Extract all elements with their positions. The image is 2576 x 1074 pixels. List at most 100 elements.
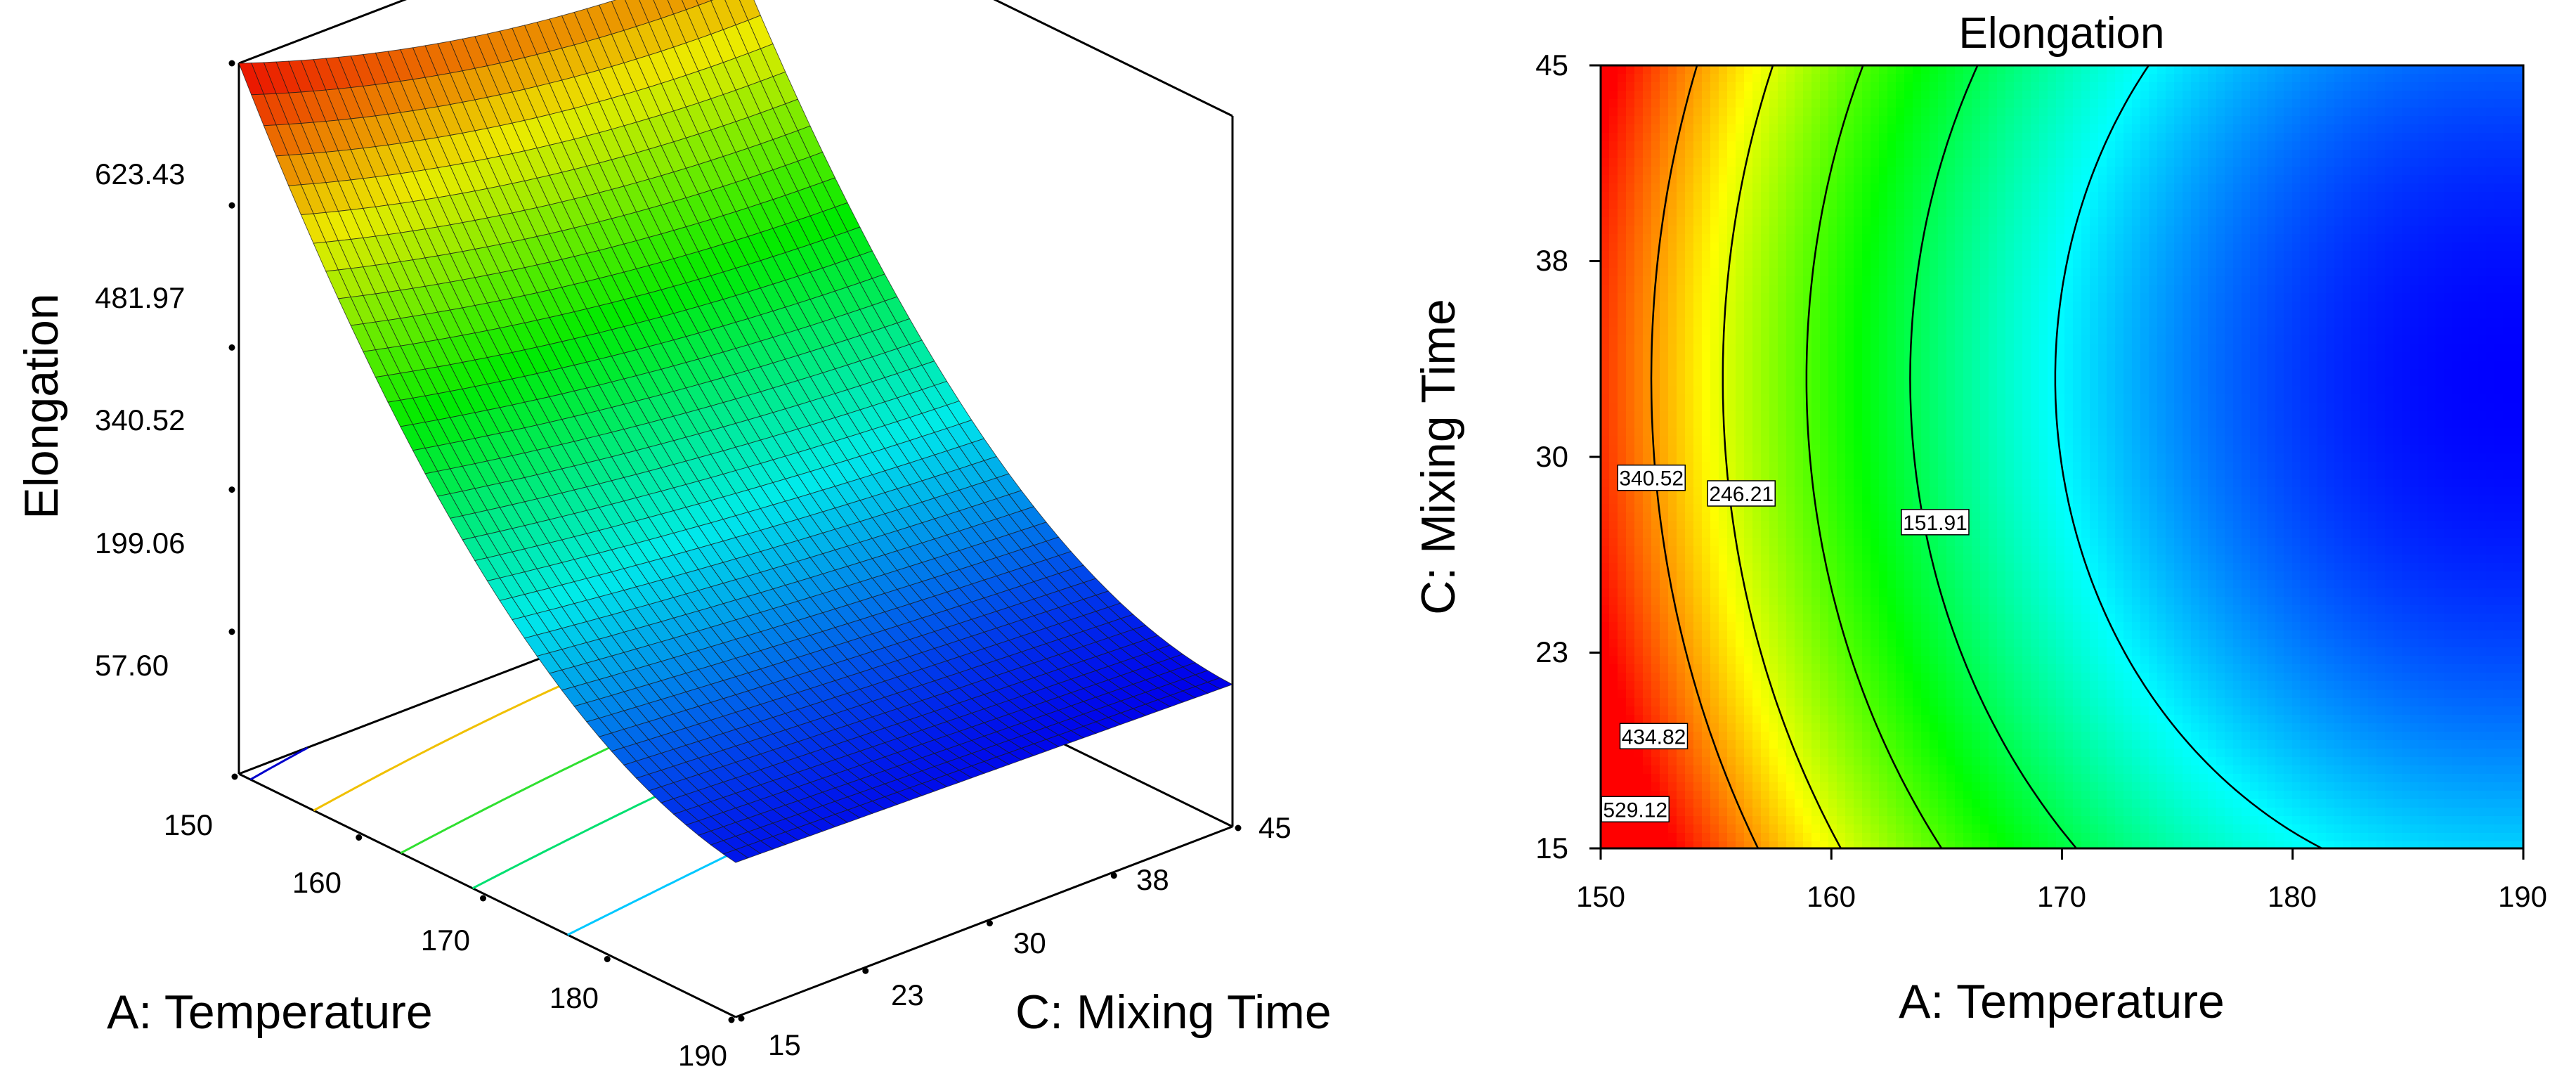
heat-cell [1837, 403, 1846, 412]
heat-cell [1727, 361, 1736, 370]
heat-cell [1761, 799, 1770, 808]
heat-cell [1685, 234, 1694, 243]
heat-cell [1854, 563, 1863, 572]
heat-cell [1752, 453, 1762, 462]
heat-cell [1845, 141, 1854, 150]
heat-cell [1601, 276, 1610, 285]
heat-cell [1769, 521, 1778, 530]
heat-cell [1820, 824, 1829, 834]
heat-cell [1871, 251, 1880, 260]
heat-cell [1601, 639, 1610, 648]
heat-cell [1702, 251, 1711, 260]
heat-cell [1626, 504, 1635, 513]
heat-cell [1769, 765, 1778, 775]
heat-cell [1828, 285, 1837, 294]
heat-cell [1685, 420, 1694, 429]
heat-cell [1803, 512, 1812, 522]
heat-cell [1845, 82, 1854, 91]
heat-cell [1685, 150, 1694, 159]
heat-cell [1879, 816, 1888, 825]
heat-cell [1685, 65, 1694, 75]
heat-cell [1828, 99, 1837, 108]
heat-cell [1845, 808, 1854, 817]
heat-cell [1702, 108, 1711, 117]
heat-cell [1845, 352, 1854, 361]
heat-cell [1609, 580, 1618, 589]
heat-cell [1710, 445, 1719, 454]
heat-cell [1820, 774, 1829, 783]
heat-cell [1710, 167, 1719, 176]
heat-cell [1811, 74, 1821, 83]
heat-cell [1719, 622, 1728, 631]
heat-cell [1786, 749, 1795, 758]
heat-cell [1736, 824, 1745, 834]
heat-cell [1609, 99, 1618, 108]
heat-cell [1778, 799, 1787, 808]
heat-cell [1693, 99, 1703, 108]
heat-cell [1854, 302, 1863, 311]
heat-cell [1744, 664, 1753, 673]
heat-cell [1685, 630, 1694, 640]
heat-cell [1618, 841, 1627, 848]
heat-cell [1626, 276, 1635, 285]
heat-cell [1710, 597, 1719, 606]
heat-cell [1744, 647, 1753, 656]
heat-cell [1896, 124, 1905, 134]
heat-cell [1651, 293, 1660, 302]
heat-cell [1677, 369, 1686, 378]
heat-cell [1828, 124, 1837, 134]
heat-cell [1887, 740, 1897, 749]
heat-cell [1786, 824, 1795, 834]
heat-cell [1677, 394, 1686, 403]
heat-cell [1887, 192, 1897, 201]
heat-cell [1719, 639, 1728, 648]
heat-cell [1634, 377, 1644, 387]
heat-cell [1887, 116, 1897, 125]
heat-cell [1752, 403, 1762, 412]
heat-cell [1685, 226, 1694, 235]
heat-cell [1710, 352, 1719, 361]
heat-cell [1862, 833, 1871, 842]
heat-cell [1795, 268, 1804, 277]
heat-cell [1727, 209, 1736, 218]
heat-cell [1778, 276, 1787, 285]
heat-cell [1651, 403, 1660, 412]
heat-cell [1668, 369, 1677, 378]
heat-cell [1862, 673, 1871, 682]
heat-cell [1896, 251, 1905, 260]
heat-cell [1761, 782, 1770, 791]
heat-cell [1702, 226, 1711, 235]
heat-cell [1862, 116, 1871, 125]
heat-cell [1651, 217, 1660, 226]
heat-cell [1820, 681, 1829, 690]
heat-cell [1803, 808, 1812, 817]
heat-cell [1626, 65, 1635, 75]
heat-cell [1879, 445, 1888, 454]
heat-cell [1727, 749, 1736, 758]
heat-cell [1744, 563, 1753, 572]
heat-cell [1871, 496, 1880, 505]
heat-cell [1786, 841, 1795, 848]
heat-cell [1761, 302, 1770, 311]
heat-cell [1795, 706, 1804, 716]
heat-cell [1651, 327, 1660, 336]
heat-cell [1820, 377, 1829, 387]
heat-cell [1862, 310, 1871, 319]
heat-cell [1896, 799, 1905, 808]
heat-cell [1727, 453, 1736, 462]
heat-cell [1862, 285, 1871, 294]
heat-cell [1685, 774, 1694, 783]
heat-cell [1887, 630, 1897, 640]
heat-cell [1634, 774, 1644, 783]
heat-cell [1896, 386, 1905, 395]
heat-cell [1634, 715, 1644, 724]
heat-cell [1811, 200, 1821, 209]
heat-cell [1761, 833, 1770, 842]
heat-cell [1871, 833, 1880, 842]
heat-cell [1719, 664, 1728, 673]
heat-cell [1651, 588, 1660, 597]
heat-cell [1609, 487, 1618, 496]
heat-cell [1618, 420, 1627, 429]
heat-cell [1896, 808, 1905, 817]
heat-cell [1618, 369, 1627, 378]
